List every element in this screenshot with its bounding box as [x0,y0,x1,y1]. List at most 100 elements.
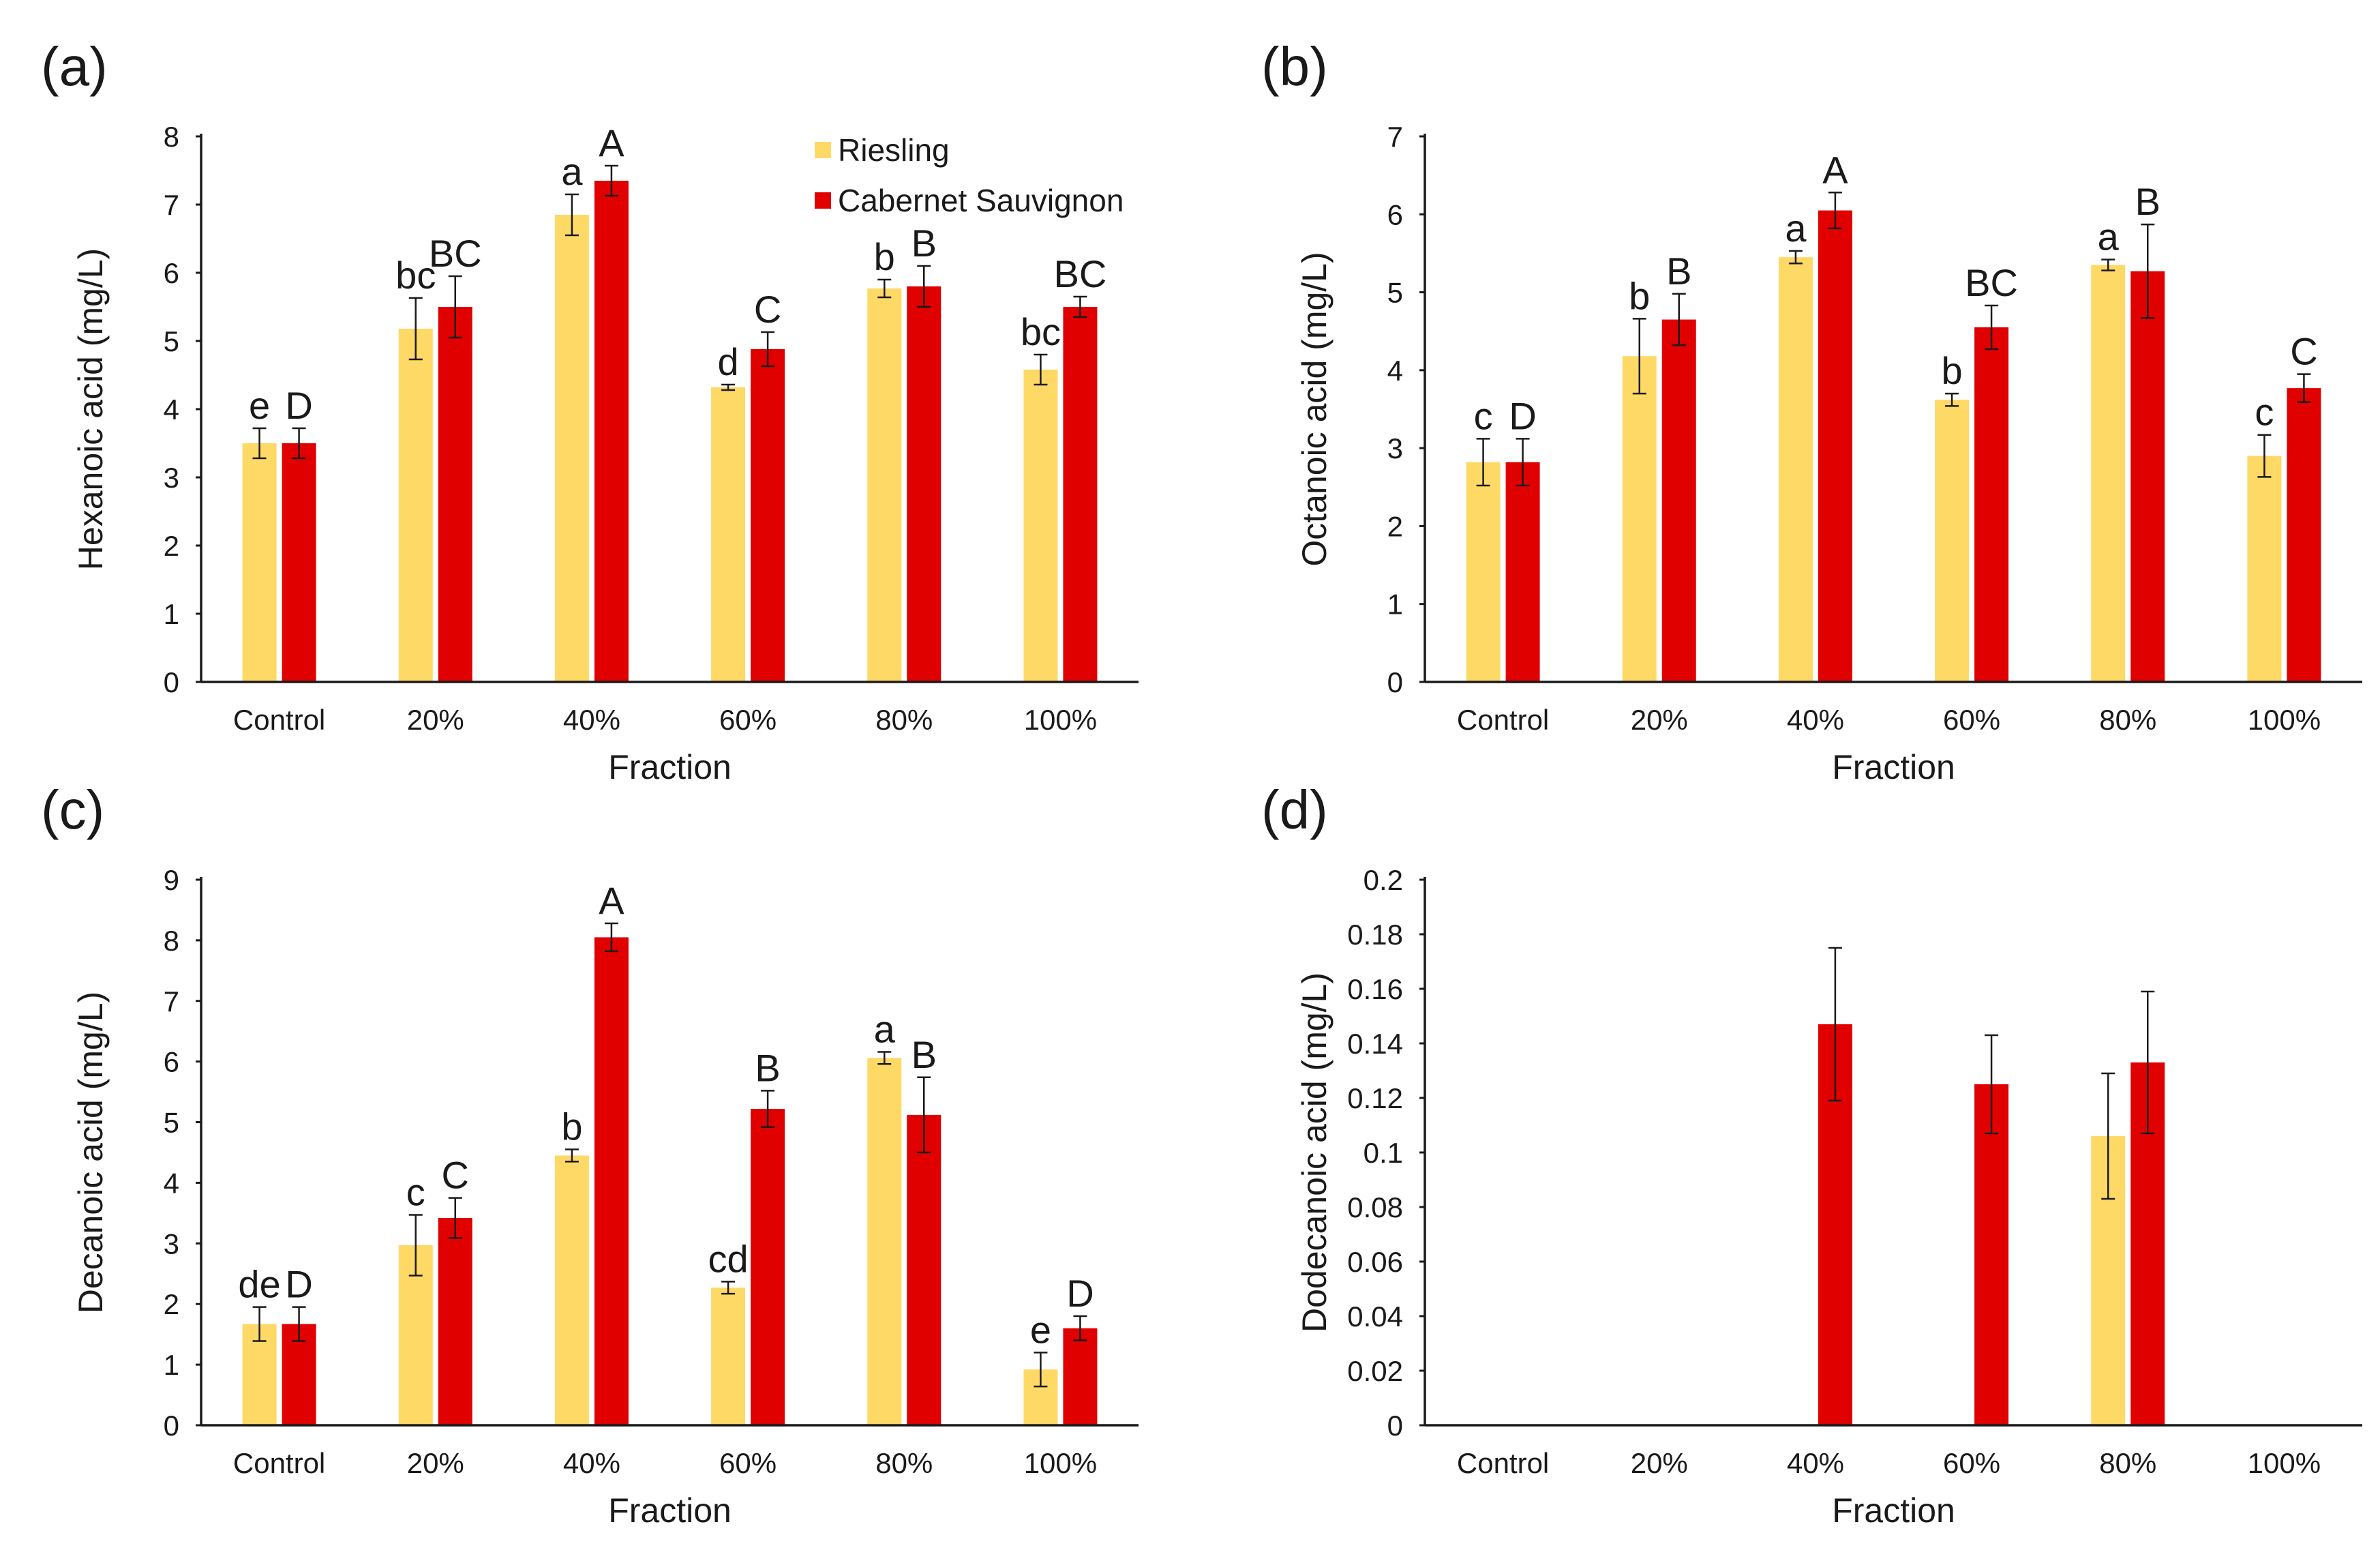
y-tick-label: 2 [164,530,179,562]
bar-cabernet-0 [282,443,316,682]
y-tick-label: 1 [1387,589,1403,621]
y-tick-label: 2 [1387,510,1403,542]
panel-a: (a) 0 1 2 3 4 5 6 7 8 Hexanoic acid (mg/L) e bc a d b bc… [41,36,1139,786]
y-tick-label: 8 [164,121,179,153]
significance-label: e [249,384,270,427]
x-tick-label: 20% [1631,704,1688,736]
y-tick-label: 8 [164,925,179,957]
significance-label: C [754,288,781,331]
y-tick-label: 5 [164,1107,179,1139]
y-axis-title: Octanoic acid (mg/L) [1295,252,1334,566]
bar-cabernet-5 [2287,388,2321,682]
panel-label: (c) [41,779,104,840]
bar-cabernet-3 [1974,327,2009,682]
significance-label: D [285,384,312,427]
y-tick-label: 0.08 [1347,1191,1403,1223]
bar-riesling-2 [554,1155,589,1425]
bar-cabernet-3 [1974,1084,2009,1425]
x-tick-label: 20% [407,704,464,736]
bar-cabernet-3 [751,1109,785,1425]
bar-cabernet-4 [907,286,942,682]
bar-riesling-0 [1466,462,1501,682]
y-axis-title: Decanoic acid (mg/L) [72,992,110,1313]
x-tick-label: 20% [1631,1447,1688,1479]
significance-label: de [238,1263,280,1306]
significance-label: c [1474,394,1493,437]
y-tick-label: 4 [164,1167,179,1199]
bar-riesling-4 [867,1058,902,1425]
bar-riesling-1 [1622,356,1657,682]
bar-riesling-1 [398,329,433,682]
y-axis-title: Dodecanoic acid (mg/L) [1295,972,1334,1333]
bar-riesling-3 [1935,400,1970,682]
x-tick-label: Control [1457,1447,1549,1479]
x-tick-label: Control [233,704,325,736]
panel-label: (b) [1261,36,1328,97]
bar-riesling-2 [1778,257,1813,683]
bar-cabernet-0 [1505,462,1540,682]
bar-cabernet-5 [1063,1328,1098,1425]
x-tick-label: 100% [2248,1447,2321,1479]
y-tick-label: 7 [164,189,179,221]
bar-cabernet-4 [907,1114,942,1425]
significance-label: BC [1965,261,2018,304]
panel-c: (c) 0 1 2 3 4 5 6 7 8 9 Decanoic acid (mg/L) de c b cd a… [41,779,1139,1530]
legend-swatch-riesling [815,142,831,158]
y-tick-label: 2 [164,1288,179,1320]
x-tick-label: 60% [719,704,777,736]
bar-cabernet-3 [751,349,785,682]
significance-label: A [1822,148,1848,191]
y-tick-label: 4 [1387,355,1403,387]
significance-label: A [599,121,624,164]
bar-riesling-4 [2091,265,2126,683]
significance-label: D [1509,394,1536,437]
bar-cabernet-5 [1063,307,1098,682]
significance-label: e [1030,1308,1051,1351]
bar-cabernet-2 [594,181,629,682]
y-tick-label: 0.04 [1347,1300,1403,1333]
bar-cabernet-1 [438,1218,472,1425]
y-tick-label: 1 [164,1349,179,1381]
y-tick-label: 0.14 [1347,1028,1403,1060]
y-axis-title: Hexanoic acid (mg/L) [72,248,110,570]
y-tick-label: 3 [1387,432,1403,464]
significance-label: C [2290,330,2317,373]
y-tick-label: 3 [164,1227,179,1260]
significance-label: b [1942,349,1963,392]
bar-riesling-2 [554,215,589,682]
y-tick-label: 4 [164,393,179,426]
y-tick-label: 0 [164,1410,179,1442]
significance-label: cd [708,1237,749,1280]
x-tick-label: 80% [875,1447,933,1479]
legend-swatch-cabernet [815,192,831,209]
y-tick-label: 0.18 [1347,919,1403,951]
significance-label: BC [429,232,482,275]
y-tick-label: 0 [1387,666,1403,698]
significance-label: a [874,1007,896,1050]
y-tick-label: 0.12 [1347,1082,1403,1114]
x-tick-label: 40% [1787,1447,1844,1479]
significance-label: a [1785,207,1807,250]
significance-label: a [561,150,583,193]
panel-label: (d) [1261,779,1328,840]
x-axis-title: Fraction [1832,748,1955,786]
x-tick-label: Control [233,1447,325,1479]
x-tick-label: Control [1457,704,1549,736]
x-tick-label: 80% [875,704,933,736]
y-tick-label: 5 [1387,277,1403,309]
significance-label: c [2255,391,2274,434]
panel-d: (d) 0 0.02 0.04 0.06 0.08 0.1 0.12 0.14 0.16 0.18 0… [1261,779,2362,1530]
y-tick-label: 0.1 [1364,1137,1403,1169]
y-tick-label: 0.2 [1364,864,1403,896]
bar-cabernet-1 [438,307,472,682]
x-tick-label: 100% [2248,704,2321,736]
significance-label: B [912,222,937,265]
significance-label: a [2098,215,2120,258]
panel-label: (a) [41,36,108,97]
x-tick-label: 40% [1787,704,1844,736]
y-tick-label: 3 [164,462,179,494]
y-tick-label: 1 [164,598,179,630]
x-tick-label: 40% [563,704,620,736]
significance-label: bc [1021,310,1061,353]
